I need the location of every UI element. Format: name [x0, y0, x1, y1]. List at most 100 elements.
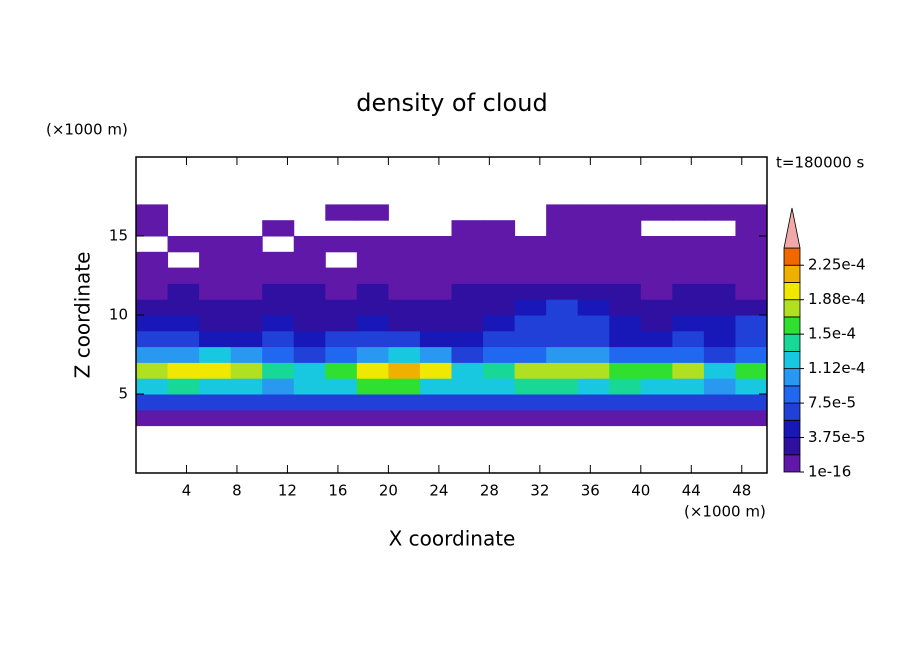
- contour-cell: [136, 394, 169, 411]
- contour-cell: [609, 251, 642, 269]
- contour-cell: [609, 299, 642, 316]
- contour-cell: [199, 362, 232, 379]
- contour-cell: [136, 378, 169, 395]
- contour-cell: [136, 346, 169, 363]
- contour-cell: [230, 346, 263, 363]
- contour-cell: [514, 394, 547, 411]
- contour-cell: [230, 236, 263, 253]
- contour-cell: [703, 330, 736, 348]
- contour-cell: [640, 299, 673, 316]
- contour-cell: [230, 283, 263, 300]
- contour-cell: [451, 378, 484, 395]
- contour-cell: [325, 362, 358, 379]
- contour-cell: [199, 330, 232, 348]
- contour-cell: [356, 267, 389, 284]
- contour-cell: [451, 283, 484, 300]
- contour-cell: [514, 378, 547, 395]
- x-tick-label: 28: [480, 482, 499, 500]
- contour-cell: [388, 299, 421, 316]
- contour-cell: [735, 236, 768, 253]
- contour-cell: [293, 378, 326, 395]
- contour-cell: [356, 204, 389, 221]
- contour-cell: [451, 299, 484, 316]
- contour-cell: [262, 267, 295, 284]
- colorbar-box: [783, 247, 801, 266]
- contour-cell: [514, 283, 547, 300]
- y-unit: (×1000 m): [46, 121, 128, 139]
- contour-cell: [609, 267, 642, 284]
- contour-cell: [514, 251, 547, 269]
- contour-cell: [735, 409, 768, 427]
- contour-cell: [672, 378, 705, 395]
- contour-cell: [451, 362, 484, 379]
- contour-cell: [262, 346, 295, 363]
- contour-cell: [293, 299, 326, 316]
- contour-cell: [388, 346, 421, 363]
- contour-cell: [483, 267, 516, 284]
- contour-cell: [230, 362, 263, 379]
- contour-cell: [735, 251, 768, 269]
- contour-cell: [262, 409, 295, 427]
- contour-cell: [483, 394, 516, 411]
- contour-cell: [451, 315, 484, 332]
- contour-cell: [230, 315, 263, 332]
- contour-cell: [230, 378, 263, 395]
- colorbar-label: 1.12e-4: [808, 359, 866, 377]
- contour-cell: [388, 330, 421, 348]
- contour-cell: [199, 315, 232, 332]
- contour-cell: [262, 220, 295, 237]
- contour-cell: [703, 204, 736, 221]
- contour-cell: [293, 267, 326, 284]
- contour-cell: [293, 283, 326, 300]
- contour-cell: [230, 409, 263, 427]
- contour-cell: [672, 283, 705, 300]
- contour-cell: [230, 251, 263, 269]
- contour-cell: [577, 315, 610, 332]
- colorbar-label: 3.75e-5: [808, 428, 866, 446]
- contour-cell: [388, 267, 421, 284]
- contour-cell: [483, 251, 516, 269]
- contour-cell: [167, 236, 200, 253]
- contour-cell: [514, 267, 547, 284]
- contour-cell: [640, 346, 673, 363]
- contour-cell: [577, 362, 610, 379]
- contour-cell: [451, 409, 484, 427]
- contour-cell: [577, 283, 610, 300]
- contour-cell: [136, 283, 169, 300]
- colorbar-label: 7.5e-5: [808, 394, 856, 412]
- contour-cell: [356, 362, 389, 379]
- contour-cell: [199, 283, 232, 300]
- time-label: t=180000 s: [776, 154, 864, 172]
- contour-cell: [136, 204, 169, 221]
- contour-cell: [356, 251, 389, 269]
- contour-cell: [388, 362, 421, 379]
- contour-cell: [640, 283, 673, 300]
- contour-cell: [262, 315, 295, 332]
- contour-cell: [451, 251, 484, 269]
- contour-cell: [136, 362, 169, 379]
- x-unit: (×1000 m): [684, 503, 766, 521]
- contour-cell: [167, 283, 200, 300]
- contour-cell: [356, 315, 389, 332]
- contour-cell: [640, 409, 673, 427]
- x-tick-label: 8: [232, 482, 242, 500]
- colorbar-label: 2.25e-4: [808, 256, 866, 274]
- contour-cell: [325, 378, 358, 395]
- contour-cell: [577, 220, 610, 237]
- contour-cell: [577, 409, 610, 427]
- contour-cell: [703, 378, 736, 395]
- contour-cell: [609, 283, 642, 300]
- contour-cell: [577, 251, 610, 269]
- contour-cell: [262, 251, 295, 269]
- contour-cell: [167, 409, 200, 427]
- contour-cell: [672, 299, 705, 316]
- contour-cell: [388, 236, 421, 253]
- contour-cell: [735, 299, 768, 316]
- colorbar-box: [783, 264, 801, 283]
- contour-cell: [672, 330, 705, 348]
- contour-cell: [167, 378, 200, 395]
- contour-cell: [640, 330, 673, 348]
- contour-cell: [356, 283, 389, 300]
- contour-cell: [577, 346, 610, 363]
